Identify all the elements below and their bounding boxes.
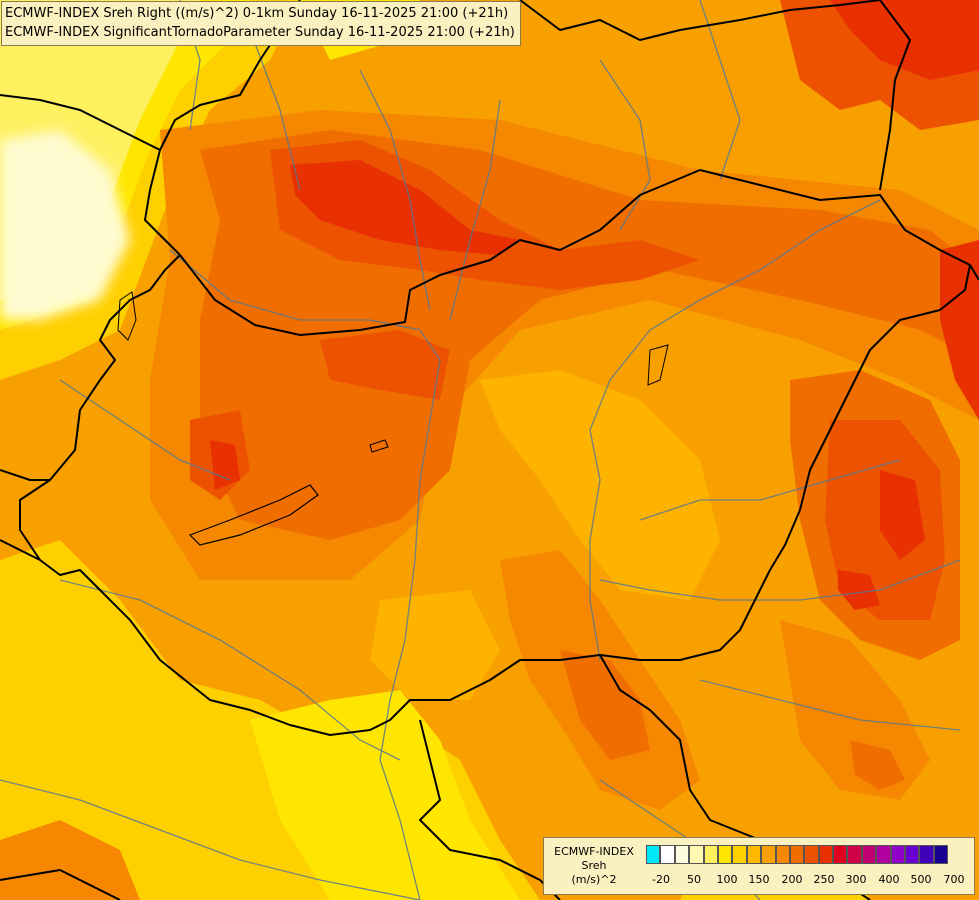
river-north-2 [249, 29, 301, 191]
legend-swatch-11 [804, 845, 819, 864]
legend-tick-300: 300 [845, 873, 867, 886]
border-slovakia-hungary [179, 169, 971, 336]
legend-tick-50: 50 [687, 873, 701, 886]
legend-swatch-16 [876, 845, 891, 864]
river-koros [639, 459, 901, 521]
legend-swatch-6 [732, 845, 747, 864]
legend-swatch-17 [890, 845, 906, 864]
legend-swatch-18 [905, 845, 920, 864]
legend-swatch-9 [775, 845, 790, 864]
color-legend: ECMWF-INDEX Sreh (m/s)^2 -20 50 100 150 200 2… [543, 837, 975, 895]
river-tisza [589, 199, 881, 661]
legend-tick-700: 700 [943, 873, 965, 886]
legend-swatch-14 [847, 845, 862, 864]
field-red-ne [830, 0, 979, 80]
legend-swatch-3 [689, 845, 704, 864]
river-maros [599, 559, 961, 601]
title-line-1: ECMWF-INDEX Sreh Right ((m/s)^2) 0-1km S… [5, 6, 509, 21]
legend-tick-200: 200 [781, 873, 803, 886]
legend-title: ECMWF-INDEX [554, 845, 634, 858]
river-se-1 [699, 679, 961, 731]
legend-ticks: -20 50 100 150 200 250 300 400 500 700 [646, 873, 971, 889]
lake-tisza [647, 344, 669, 386]
legend-swatch-12 [818, 845, 834, 864]
legend-swatch-20 [933, 845, 949, 864]
field-light-orange-south [370, 590, 500, 700]
legend-tick-250: 250 [813, 873, 835, 886]
field-dark-orange-sw [0, 820, 140, 900]
legend-swatch-2 [674, 845, 690, 864]
border-sw [0, 869, 121, 900]
legend-variable: Sreh [581, 859, 607, 872]
field-red-orange-center [320, 330, 450, 400]
legend-swatch-1 [660, 845, 675, 864]
legend-swatches [646, 845, 949, 864]
field-red-east-spot [838, 570, 880, 610]
legend-swatch-8 [761, 845, 776, 864]
border-slovenia [0, 469, 50, 481]
river-ne-2 [599, 59, 651, 231]
legend-swatch-19 [919, 845, 934, 864]
legend-tick-400: 400 [878, 873, 900, 886]
field-red-east-edge [940, 240, 979, 420]
legend-swatch-15 [861, 845, 877, 864]
legend-label: ECMWF-INDEX Sreh (m/s)^2 [548, 845, 640, 887]
lake-balaton [188, 484, 319, 546]
legend-swatch-7 [746, 845, 762, 864]
field-red-west [210, 440, 240, 490]
field-red-north [290, 160, 520, 255]
legend-tick-100: 100 [716, 873, 738, 886]
river-danube [169, 249, 441, 900]
field-yellow-south2 [250, 690, 520, 900]
legend-swatch-10 [789, 845, 805, 864]
border-romania-ukraine [969, 264, 979, 281]
river-drava [59, 579, 401, 761]
field-orange-red-south [560, 650, 650, 760]
border-croatia [0, 539, 41, 561]
legend-tick--20: -20 [652, 873, 670, 886]
legend-tick-500: 500 [910, 873, 932, 886]
legend-swatch-13 [833, 845, 848, 864]
field-red-east [880, 470, 925, 560]
lake-neusiedl [117, 291, 137, 341]
border-serbia-croatia [419, 719, 561, 900]
lake-velence [369, 439, 389, 453]
legend-swatch-5 [717, 845, 733, 864]
border-poland [519, 0, 881, 41]
map-title-box: ECMWF-INDEX Sreh Right ((m/s)^2) 0-1km S… [1, 1, 521, 46]
field-pale-west [0, 130, 130, 320]
title-line-2: ECMWF-INDEX SignificantTornadoParameter … [5, 25, 515, 40]
border-hungary-east [39, 309, 941, 736]
border-ukraine [879, 0, 911, 191]
river-raba [59, 379, 231, 481]
legend-swatch-4 [703, 845, 718, 864]
legend-swatch-0 [646, 845, 661, 864]
border-hungary-west [19, 254, 181, 561]
river-sava [0, 779, 421, 900]
field-orange-red-se [850, 740, 905, 790]
field-light-orange-center [480, 370, 720, 600]
river-hron [449, 99, 501, 321]
legend-tick-150: 150 [748, 873, 770, 886]
river-vah [359, 69, 431, 311]
legend-unit: (m/s)^2 [571, 873, 617, 886]
river-ne-1 [699, 0, 741, 181]
